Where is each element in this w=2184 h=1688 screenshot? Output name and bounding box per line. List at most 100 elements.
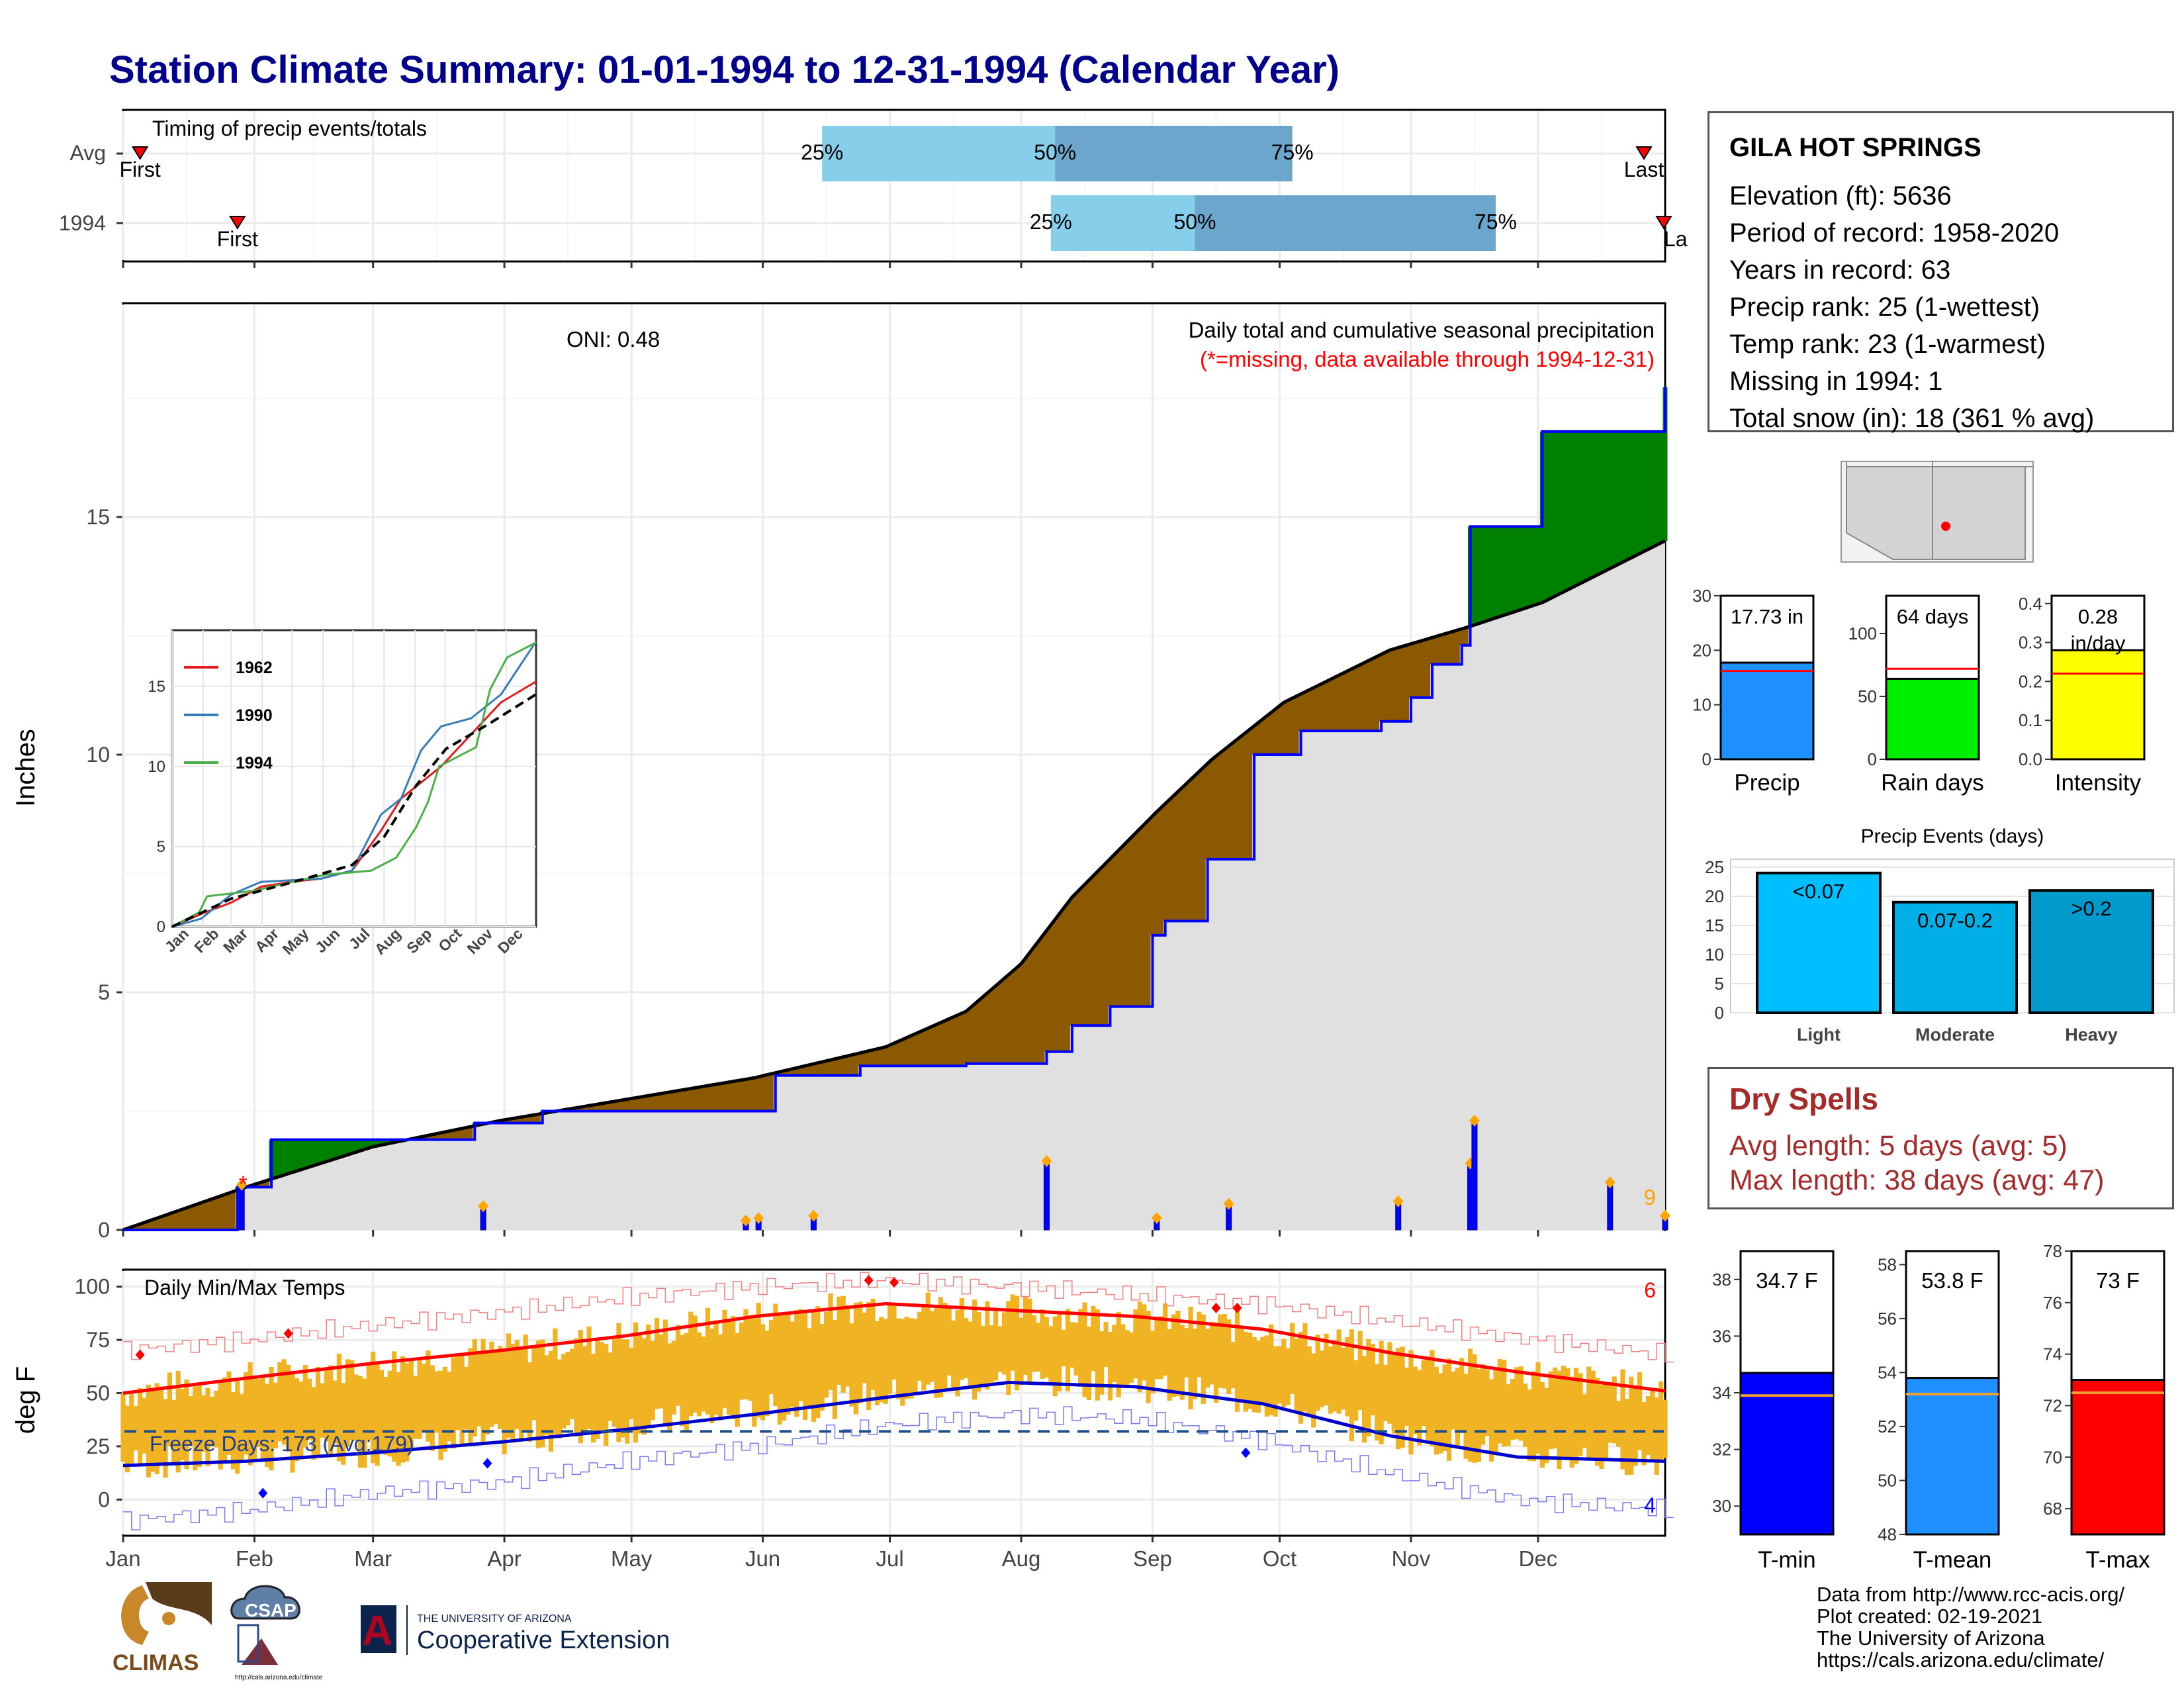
below-average-fill — [1154, 812, 1160, 935]
below-average-fill — [154, 1218, 159, 1230]
below-average-fill — [807, 1064, 812, 1076]
above-average-fill — [315, 1139, 320, 1164]
below-average-fill — [1421, 639, 1426, 698]
below-average-fill — [1222, 749, 1227, 859]
inset-y-tick-label: 10 — [148, 758, 165, 776]
month-label: Dec — [1519, 1546, 1558, 1571]
summary-bar-label: Precip — [1734, 770, 1799, 796]
month-label: May — [611, 1546, 653, 1571]
temp-bar-label: T-max — [2085, 1547, 2150, 1573]
below-average-fill — [1213, 756, 1218, 859]
below-average-fill — [705, 1086, 710, 1111]
below-average-fill — [133, 1225, 138, 1230]
below-average-fill — [531, 1115, 537, 1123]
below-average-fill — [1426, 639, 1431, 698]
temp-bar-tick-label: 30 — [1712, 1496, 1731, 1516]
station-temp-rank: Temp rank: 23 (1-warmest) — [1729, 330, 2046, 359]
below-average-fill — [1412, 642, 1418, 698]
events-bar-Heavy — [2028, 889, 2154, 1014]
below-average-fill — [1273, 709, 1278, 755]
below-average-fill — [438, 1133, 443, 1140]
summary-bar-tick-label: 50 — [1858, 686, 1877, 706]
below-average-fill — [913, 1033, 918, 1066]
above-average-fill — [1472, 526, 1477, 626]
below-average-fill — [671, 1091, 676, 1111]
missing-marker: * — [239, 1172, 248, 1197]
station-years: Years in record: 63 — [1729, 256, 1951, 285]
below-average-fill — [1306, 690, 1312, 731]
below-average-fill — [1379, 654, 1384, 722]
inset-y-tick-label: 15 — [148, 678, 165, 696]
dry-spells-title: Dry Spells — [1729, 1082, 1878, 1116]
temp-bar-T-min — [1739, 1372, 1835, 1536]
below-average-fill — [1341, 673, 1346, 731]
below-average-fill — [1209, 759, 1214, 859]
above-average-fill — [1612, 431, 1617, 567]
above-average-fill — [1497, 526, 1502, 617]
below-average-fill — [955, 1015, 960, 1066]
below-average-fill — [1383, 652, 1388, 722]
temps-y-tick-label: 25 — [86, 1434, 110, 1458]
below-average-fill — [726, 1082, 731, 1111]
below-average-fill — [768, 1074, 774, 1111]
observed-cumulative-line — [123, 387, 1666, 1231]
precip-y-tick-label: 5 — [98, 980, 110, 1004]
heavy-event-marker — [808, 1209, 819, 1222]
below-average-fill — [637, 1097, 643, 1111]
below-average-fill — [782, 1070, 787, 1076]
record-max-line — [123, 1272, 1674, 1363]
below-average-fill — [1447, 632, 1452, 665]
precip-y-tick-label: 0 — [98, 1218, 110, 1242]
timing-bar-50-75 — [1055, 126, 1293, 181]
below-average-fill — [430, 1134, 435, 1140]
temp-bar-tick-label: 54 — [1878, 1362, 1897, 1382]
above-average-fill — [1480, 526, 1486, 622]
below-average-fill — [1387, 650, 1392, 722]
above-average-fill — [1603, 431, 1608, 571]
above-average-fill — [1616, 431, 1621, 565]
summary-bar-tick-label: 20 — [1692, 640, 1711, 660]
daily-precip-bar — [1043, 1160, 1050, 1231]
below-average-fill — [1124, 841, 1130, 1007]
below-average-fill — [1260, 719, 1265, 755]
below-average-fill — [608, 1102, 613, 1111]
logos: CLIMAS CSAP http://cals.arizona.edu/clim… — [113, 1582, 670, 1681]
heavy-event-marker — [1469, 1114, 1480, 1127]
dry-spells-box: Dry Spells Avg length: 5 days (avg: 5) M… — [1707, 1067, 2174, 1209]
below-average-fill — [625, 1099, 630, 1111]
above-average-fill — [345, 1139, 350, 1155]
above-average-fill — [1582, 431, 1587, 582]
below-average-fill — [828, 1060, 833, 1076]
temp-bar-tick-label: 74 — [2043, 1344, 2062, 1364]
above-average-fill — [387, 1139, 392, 1144]
events-tick-label: 15 — [1705, 915, 1724, 935]
summary-bar-tick-label: 0.0 — [2019, 749, 2042, 769]
summary-bar-tick-label: 100 — [1848, 624, 1877, 643]
below-average-fill — [582, 1106, 588, 1111]
below-average-fill — [442, 1131, 447, 1140]
below-average-fill — [980, 996, 985, 1064]
above-average-fill — [1633, 431, 1638, 556]
below-average-fill — [468, 1127, 473, 1140]
below-average-fill — [853, 1054, 858, 1076]
below-average-fill — [599, 1103, 604, 1111]
below-average-fill — [205, 1200, 210, 1230]
summary-bar-tick-label: 0.2 — [2019, 671, 2042, 691]
below-average-fill — [1226, 745, 1232, 859]
temp-bar-value: 53.8 F — [1921, 1268, 1983, 1293]
below-average-fill — [1375, 656, 1380, 731]
above-average-fill — [1557, 431, 1562, 594]
temps-y-tick-label: 50 — [86, 1382, 110, 1405]
below-average-fill — [976, 1000, 981, 1064]
below-average-fill — [662, 1092, 668, 1111]
above-average-fill — [349, 1139, 355, 1154]
precip-events-chart: Precip Events (days) 0 5 10 15 20 25 <0.07 Light… — [1705, 825, 2175, 1045]
events-bar-label: Moderate — [1915, 1025, 1995, 1045]
below-average-fill — [1103, 863, 1109, 1026]
above-average-fill — [307, 1139, 312, 1167]
above-average-fill — [383, 1139, 388, 1145]
below-average-fill — [777, 1072, 782, 1076]
above-average-fill — [1659, 431, 1664, 543]
month-label: Jun — [745, 1546, 780, 1571]
